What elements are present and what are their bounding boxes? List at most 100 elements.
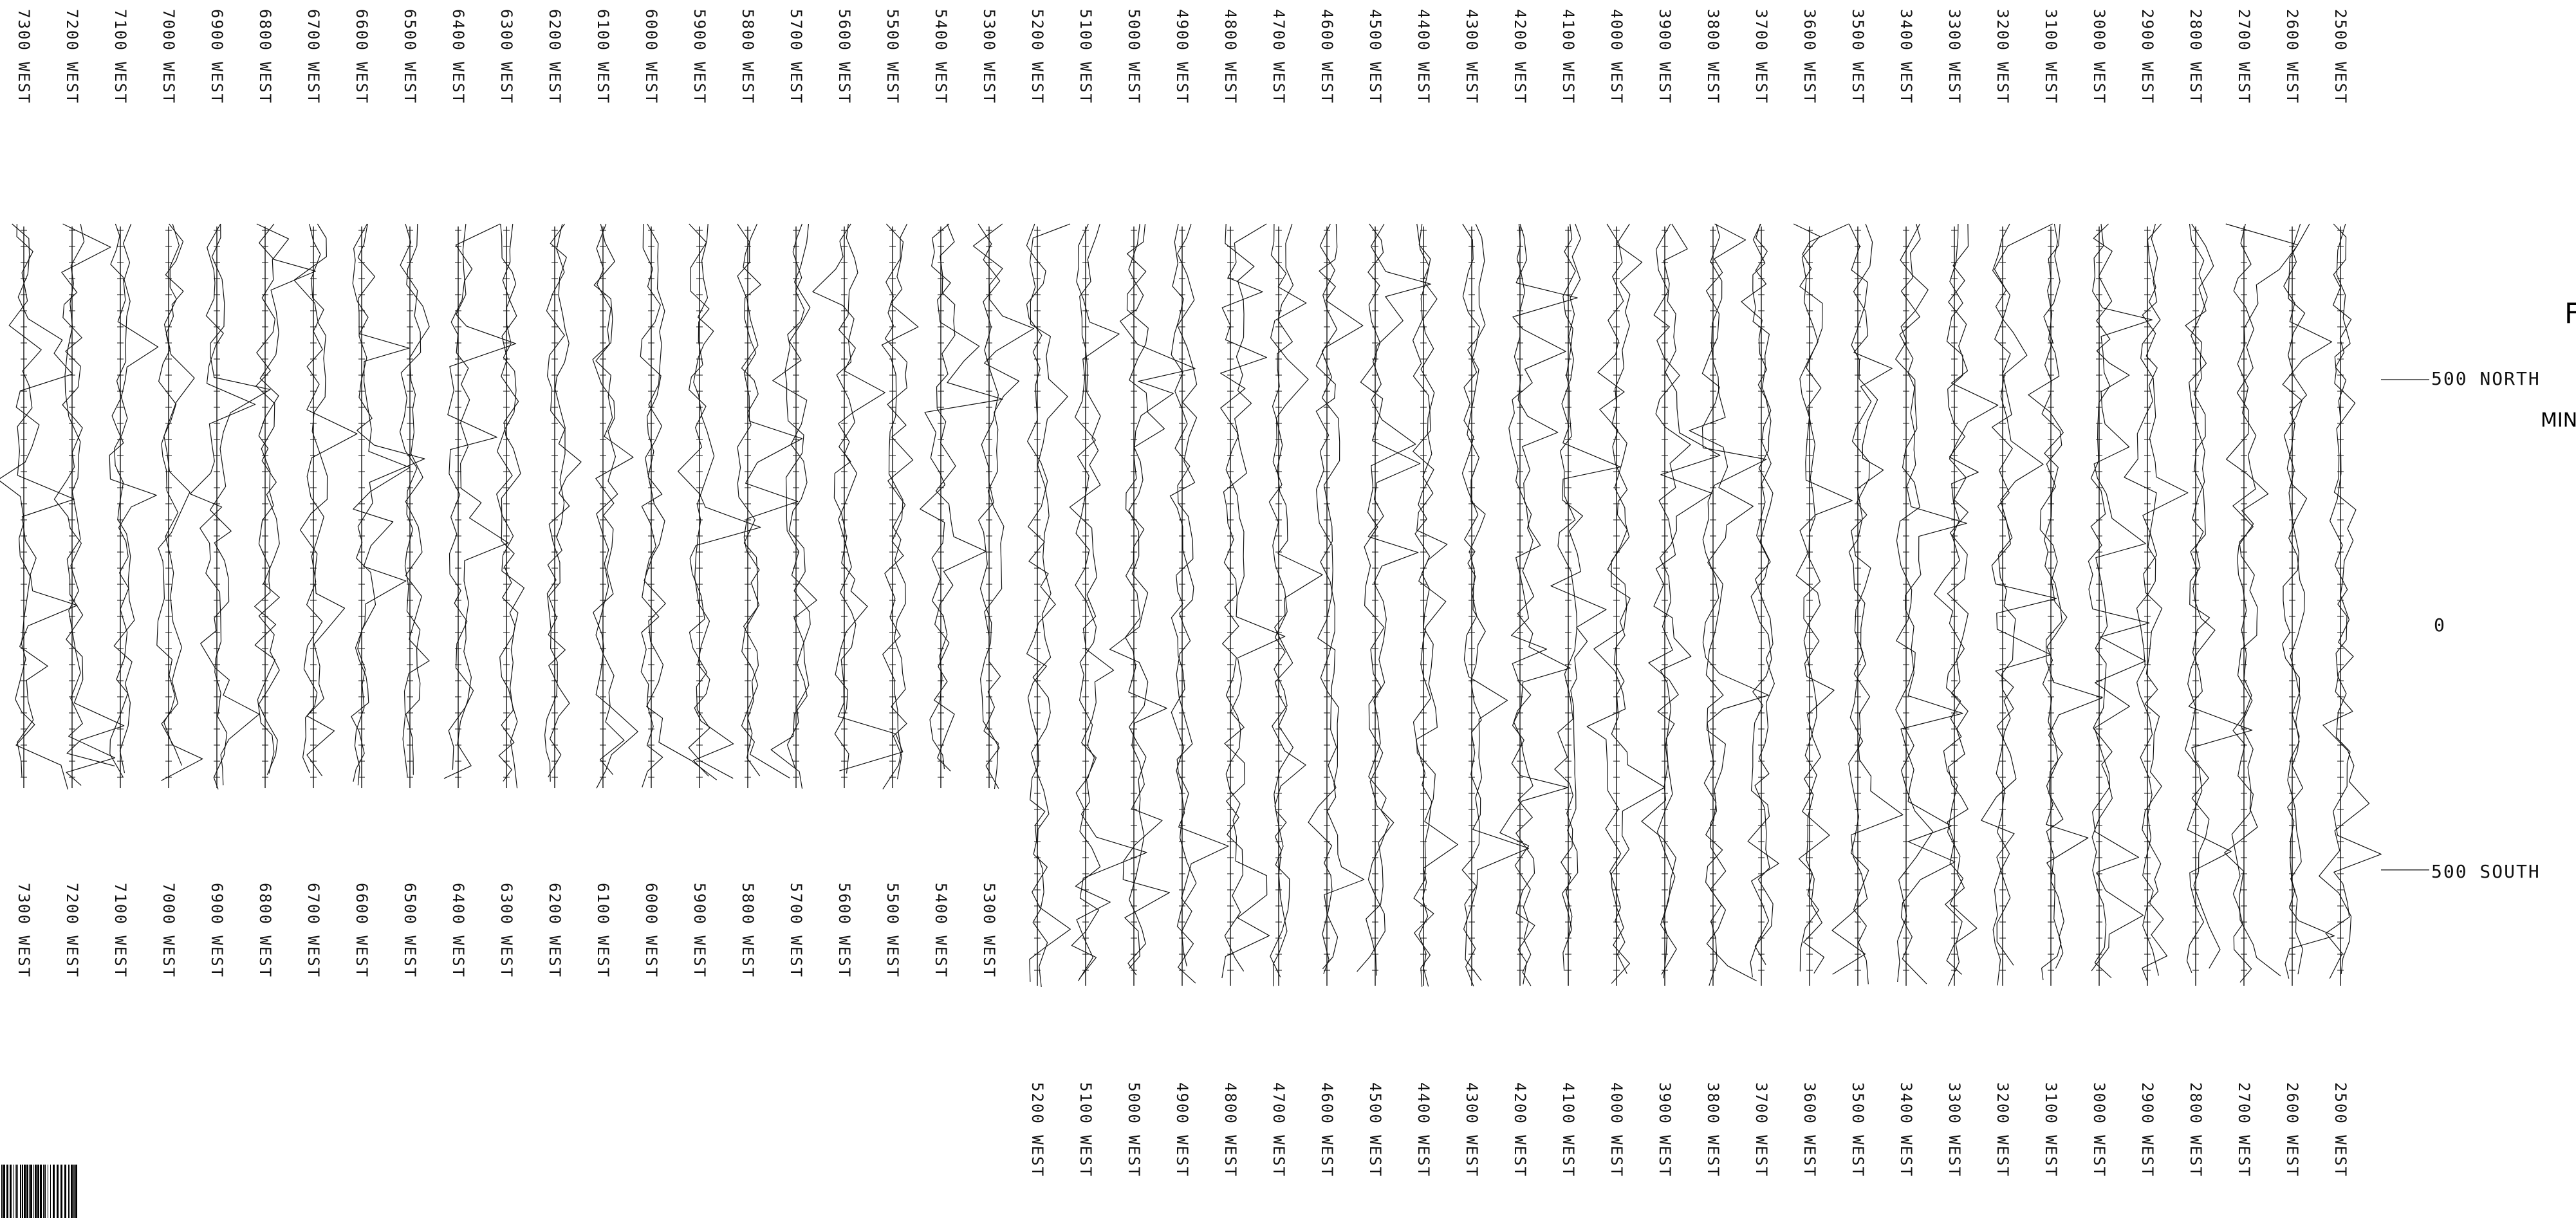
profile-trace [2226, 223, 2269, 983]
profile-trace [2325, 223, 2382, 979]
line-label: 5000 WEST [1125, 9, 1143, 105]
profile-trace [1991, 223, 2057, 986]
profile-trace [978, 223, 1001, 789]
line-label: 2800 WEST [2187, 9, 2205, 105]
line-label: 5800 WEST [739, 9, 757, 105]
profile-trace [399, 223, 422, 775]
profile-trace [113, 223, 135, 773]
barcode-bar [13, 1165, 14, 1218]
profile-trace [354, 223, 425, 786]
profile-trace [2224, 223, 2299, 977]
barcode-bar [44, 1165, 46, 1218]
line-label: 4200 WEST [1511, 9, 1529, 105]
profile-trace [1653, 223, 1692, 979]
profile-trace [161, 223, 195, 766]
line-label: 4000 WEST [1608, 9, 1626, 105]
line-label: 5400 WEST [932, 9, 950, 105]
profile-trace [1899, 223, 1967, 984]
profile-trace [2282, 223, 2333, 975]
profile-trace [8, 223, 78, 777]
line-label: 6600 WEST [353, 9, 371, 105]
profile-trace [351, 223, 411, 782]
profile-trace [2028, 223, 2103, 969]
barcode-bar [35, 1165, 37, 1218]
line-label: 2500 WEST [2331, 9, 2349, 105]
profile-trace [2039, 223, 2089, 981]
line-label: 6100 WEST [594, 9, 612, 105]
profile-trace [1946, 223, 1999, 975]
profile-trace [1611, 223, 1665, 984]
profile-trace [1026, 223, 1071, 982]
profile-trace [678, 223, 761, 779]
line-label: 4100 WEST [1559, 1082, 1577, 1178]
line-label: 3200 WEST [1994, 9, 2012, 105]
line-label: 3500 WEST [1849, 1082, 1867, 1178]
barcode-bar [75, 1165, 77, 1218]
side-title-word: MIN [2541, 409, 2576, 432]
barcode-bar [6, 1165, 8, 1218]
profile-trace [972, 223, 1035, 789]
profile-trace [1554, 223, 1578, 986]
line-label: 3700 WEST [1752, 9, 1770, 105]
profile-trace [1220, 223, 1270, 979]
line-label: 5200 WEST [1028, 9, 1046, 105]
line-label: 6800 WEST [256, 9, 274, 105]
profile-trace [2091, 223, 2146, 979]
profile-trace [1120, 223, 1196, 969]
profile-trace [1308, 223, 1364, 974]
profile-trace [1981, 223, 2053, 966]
line-label: 6600 WEST [353, 883, 371, 979]
line-label: 4400 WEST [1414, 9, 1432, 105]
barcode-bar [26, 1165, 28, 1218]
barcode-bar [22, 1165, 23, 1218]
barcode-bar [64, 1165, 66, 1218]
line-label: 5000 WEST [1125, 1082, 1143, 1178]
profile-trace [2124, 223, 2168, 982]
profile-trace [934, 223, 987, 771]
profile-trace [881, 223, 919, 789]
line-label: 5600 WEST [835, 9, 853, 105]
line-label: 3600 WEST [1801, 1082, 1819, 1178]
line-label: 6300 WEST [497, 883, 515, 979]
profile-trace [1109, 223, 1165, 975]
line-label: 6400 WEST [449, 883, 467, 979]
profile-trace [1464, 223, 1529, 981]
side-title-letter: F [2564, 297, 2576, 330]
barcode-bar [10, 1165, 12, 1218]
profile-trace [443, 223, 509, 779]
line-label: 3100 WEST [2042, 1082, 2060, 1178]
line-label: 4400 WEST [1414, 1082, 1432, 1178]
line-label: 4600 WEST [1318, 9, 1336, 105]
north-axis-label: 500 NORTH [2431, 368, 2541, 389]
barcode-bar [43, 1165, 44, 1218]
profile-trace [592, 223, 625, 775]
profile-trace [189, 223, 256, 789]
barcode-bar [40, 1165, 42, 1218]
profile-trace [1413, 223, 1447, 987]
line-label: 3500 WEST [1849, 9, 1867, 105]
profile-trace [258, 223, 316, 775]
line-label: 5400 WEST [932, 883, 950, 979]
line-label: 7200 WEST [63, 9, 81, 105]
profile-trace [2088, 223, 2153, 972]
barcode-bar [53, 1165, 55, 1218]
barcode-bar [68, 1165, 69, 1218]
line-label: 3300 WEST [1945, 1082, 1963, 1178]
profile-trace [593, 223, 638, 789]
line-label: 6500 WEST [401, 883, 419, 979]
line-label: 2600 WEST [2283, 1082, 2301, 1178]
profile-trace [884, 223, 914, 780]
profile-trace [837, 223, 903, 771]
profile-trace [743, 223, 803, 777]
barcode-bar [20, 1165, 21, 1218]
profile-trace [1799, 223, 1849, 974]
line-label: 5700 WEST [787, 883, 805, 979]
line-label: 7200 WEST [63, 883, 81, 979]
line-label: 4000 WEST [1608, 1082, 1626, 1178]
line-label: 2800 WEST [2187, 1082, 2205, 1178]
profile-trace [293, 223, 346, 777]
profile-trace [2284, 223, 2335, 979]
profile-trace [1514, 223, 1571, 984]
